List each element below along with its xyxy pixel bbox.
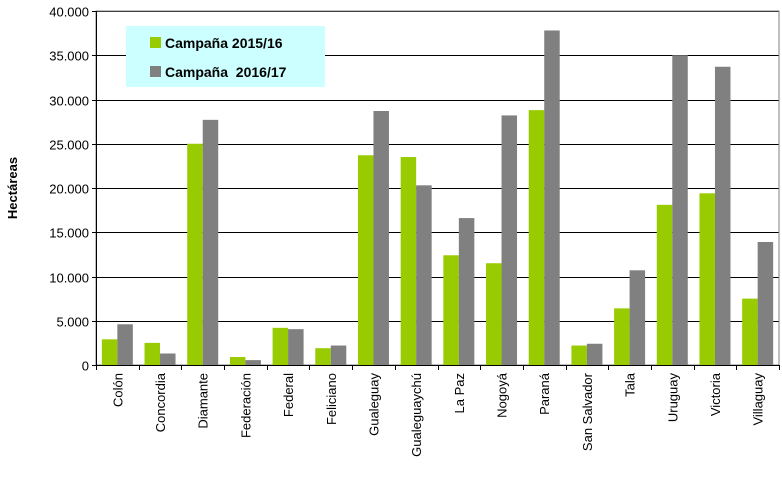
bar-2015-16-tala (614, 308, 630, 365)
bar-2016-17-federal (288, 329, 304, 365)
x-tick-label: Tala (623, 372, 638, 397)
y-tick-label: 25.000 (49, 138, 89, 153)
bar-2016-17-nogoyá (501, 115, 518, 366)
bar-2016-17-diamante (202, 119, 219, 365)
bar-2015-16-federal (272, 327, 289, 365)
bar-2016-17-san-salvador (586, 343, 603, 365)
x-tick-label: La Paz (452, 373, 467, 413)
bar-2016-17-paraná (544, 30, 560, 365)
bars (101, 30, 774, 366)
bar-2015-16-diamante (187, 143, 203, 365)
y-tick-label: 0 (82, 359, 89, 374)
bar-2016-17-uruguay (672, 55, 688, 365)
legend-label-2016-17: Campaña 2016/17 (165, 64, 287, 80)
x-tick-label: Feliciano (324, 373, 339, 425)
y-axis-ticks: 0 5.000 10.000 15.000 20.000 25.000 30.000 35.0… (49, 5, 96, 374)
bar-2016-17-colón (117, 324, 133, 365)
bar-2016-17-gualeguay (373, 111, 389, 365)
bar-2015-16-federación (229, 357, 246, 365)
x-tick-label: Diamante (196, 373, 211, 429)
bar-2015-16-san-salvador (571, 345, 587, 365)
x-tick-label: Uruguay (665, 373, 680, 423)
x-tick-label: Federal (281, 373, 296, 417)
bar-2015-16-nogoyá (486, 263, 502, 365)
axes (96, 11, 779, 366)
x-tick-label: San Salvador (580, 372, 595, 451)
bar-2016-17-federación (245, 360, 261, 365)
bar-2015-16-colón (101, 339, 118, 365)
legend-swatch-2016-17 (150, 66, 161, 77)
bar-2015-16-feliciano (315, 348, 331, 365)
y-tick-label: 10.000 (49, 271, 89, 286)
bar-2015-16-uruguay (656, 204, 673, 365)
x-tick-label: Villaguay (751, 373, 766, 426)
bar-2016-17-tala (629, 270, 646, 365)
y-tick-label: 15.000 (49, 226, 89, 241)
x-tick-label: Nogoyá (495, 372, 510, 418)
y-axis-title: Hectáreas (5, 157, 20, 219)
bar-2016-17-feliciano (330, 345, 347, 365)
x-tick-label: Gualeguaychú (409, 373, 424, 457)
y-tick-label: 35.000 (49, 49, 89, 64)
bar-2016-17-concordia (160, 353, 176, 365)
x-axis-ticks: Colón Concordia Diamante Federación Federal F… (96, 365, 780, 457)
x-tick-label: Gualeguay (366, 373, 381, 436)
x-tick-label: Colón (110, 373, 125, 407)
y-tick-label: 30.000 (49, 94, 89, 109)
bar-2015-16-gualeguay (357, 155, 374, 365)
bar-2015-16-villaguay (742, 298, 758, 365)
bar-2015-16-concordia (144, 342, 161, 365)
legend: Campaña 2015/16 Campaña 2016/17 (126, 26, 325, 87)
bar-2016-17-victoria (714, 66, 731, 365)
y-tick-label: 20.000 (49, 182, 89, 197)
y-tick-label: 5.000 (56, 315, 89, 330)
bar-2015-16-victoria (699, 193, 715, 365)
x-tick-label: Victoria (708, 372, 723, 416)
bar-2016-17-la-paz (458, 218, 475, 365)
y-tick-label: 40.000 (49, 5, 89, 20)
legend-label-2015-16: Campaña 2015/16 (165, 35, 283, 51)
x-tick-label: Concordia (153, 372, 168, 432)
x-tick-label: Paraná (537, 372, 552, 415)
bar-2015-16-la-paz (443, 255, 459, 365)
bar-2015-16-paraná (528, 110, 545, 366)
x-tick-label: Federación (238, 373, 253, 438)
legend-swatch-2015-16 (150, 37, 161, 48)
bar-2016-17-gualeguaychú (416, 185, 432, 365)
bar-2016-17-villaguay (757, 241, 774, 365)
bar-2015-16-gualeguaychú (400, 157, 417, 365)
